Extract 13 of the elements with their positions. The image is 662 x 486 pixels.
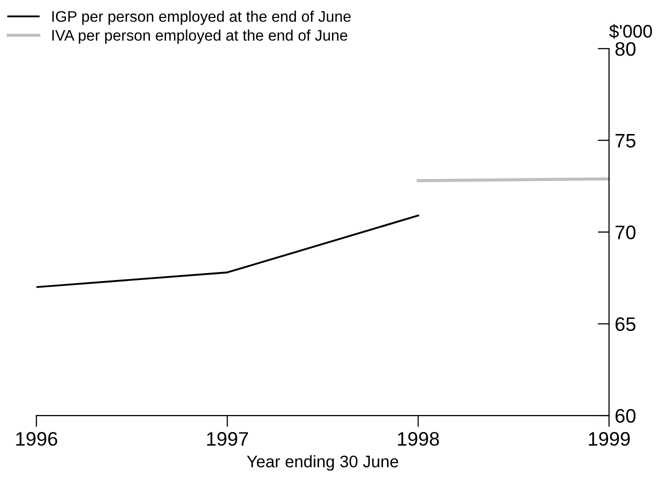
y-tick-label: 60 [616,409,636,423]
x-tick-label: 1996 [16,432,58,446]
y-axis-title: $'000 [609,24,652,39]
x-axis-title: Year ending 30 June [246,455,398,471]
y-tick-label: 80 [615,42,636,56]
x-tick-label: 1999 [588,432,630,446]
y-tick-label: 70 [616,226,636,240]
x-tick-label: 1997 [207,432,248,446]
x-tick-label: 1998 [398,432,439,446]
y-tick-label: 65 [616,317,636,332]
legend-label: IGP per person employed at the end of June [52,10,351,25]
legend-label: IVA per person employed at the end of June [52,30,348,44]
y-tick-label: 75 [616,134,636,148]
